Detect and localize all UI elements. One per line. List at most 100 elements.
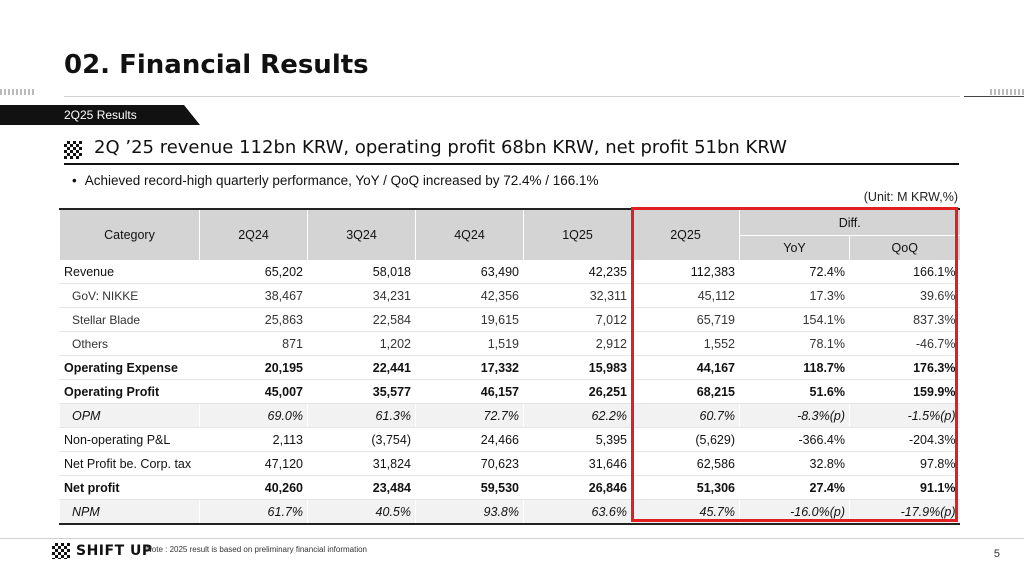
cell-value: 46,157 [415,379,524,404]
row-label: Revenue [59,260,200,284]
cell-value: 118.7% [739,355,850,380]
cell-value: 26,846 [523,475,632,500]
checkered-logo-icon [52,543,70,559]
cell-value: -366.4% [739,427,850,452]
logo-text: SHIFT UP [76,543,153,559]
row-label: Operating Profit [59,379,200,404]
row-label: Stellar Blade [59,307,200,332]
cell-value: 45,112 [631,283,740,308]
header-category: Category [59,208,200,260]
cell-value: 47,120 [199,451,308,476]
cell-value: 1,202 [307,331,416,356]
cell-value: 17.3% [739,283,850,308]
cell-value: 40,260 [199,475,308,500]
cell-value: 1,519 [415,331,524,356]
decorative-stripes-right [990,89,1024,95]
headline-block: 2Q ’25 revenue 112bn KRW, operating prof… [64,137,959,165]
cell-value: 176.3% [849,355,960,380]
header-yoy: YoY [739,235,850,260]
row-label: Operating Expense [59,355,200,380]
summary-bullet-text: Achieved record-high quarterly performan… [84,173,599,188]
cell-value: 25,863 [199,307,308,332]
unit-note: (Unit: M KRW,%) [863,190,958,204]
cell-value: 63.6% [523,499,632,525]
cell-value: 61.3% [307,403,416,428]
cell-value: 70,623 [415,451,524,476]
header-qoq: QoQ [849,235,960,260]
cell-value: 65,202 [199,260,308,284]
cell-value: -204.3% [849,427,960,452]
cell-value: 22,441 [307,355,416,380]
cell-value: 42,356 [415,283,524,308]
cell-value: 32.8% [739,451,850,476]
table-row: Net Profit be. Corp. tax 47,120 31,824 70,6… [59,451,960,476]
cell-value: 31,824 [307,451,416,476]
cell-value: 78.1% [739,331,850,356]
cell-value: -17.9%(p) [849,499,960,525]
cell-value: 62.2% [523,403,632,428]
row-label: Net profit [59,475,200,500]
cell-value: 26,251 [523,379,632,404]
checkered-flag-icon [64,141,82,159]
headline-text: 2Q ’25 revenue 112bn KRW, operating prof… [94,137,787,158]
summary-bullet: • Achieved record-high quarterly performa… [72,173,599,188]
row-label: GoV: NIKKE [59,283,200,308]
cell-value: 45.7% [631,499,740,525]
header-2q25: 2Q25 [631,208,740,260]
row-label: NPM [59,499,200,525]
cell-value: 1,552 [631,331,740,356]
title-divider [64,96,960,97]
company-logo: SHIFT UP [52,543,153,559]
table-row: Operating Profit 45,007 35,577 46,157 26,251… [59,379,960,404]
cell-value: 58,018 [307,260,416,284]
cell-value: 72.7% [415,403,524,428]
table-row: Others 871 1,202 1,519 2,912 1,552 78.1% -46.7% [59,331,960,356]
row-label: Others [59,331,200,356]
cell-value: 2,113 [199,427,308,452]
cell-value: 154.1% [739,307,850,332]
cell-value: 51,306 [631,475,740,500]
cell-value: 112,383 [631,260,740,284]
cell-value: 17,332 [415,355,524,380]
cell-value: 65,719 [631,307,740,332]
cell-value: 51.6% [739,379,850,404]
header-4q24: 4Q24 [415,208,524,260]
cell-value: 27.4% [739,475,850,500]
cell-value: 44,167 [631,355,740,380]
table-row: GoV: NIKKE 38,467 34,231 42,356 32,311 45,112… [59,283,960,308]
table-row: Operating Expense 20,195 22,441 17,332 15,98… [59,355,960,380]
footer-divider [0,538,1024,539]
cell-value: 42,235 [523,260,632,284]
cell-value: 23,484 [307,475,416,500]
cell-value: 60.7% [631,403,740,428]
page-number: 5 [993,548,1000,560]
cell-value: -46.7% [849,331,960,356]
cell-value: 69.0% [199,403,308,428]
cell-value: 35,577 [307,379,416,404]
cell-value: 24,466 [415,427,524,452]
cell-value: 2,912 [523,331,632,356]
cell-value: 34,231 [307,283,416,308]
table-row: Net profit 40,260 23,484 59,530 26,846 51,306… [59,475,960,500]
section-tab: 2Q25 Results [0,105,200,125]
row-label: Non-operating P&L [59,427,200,452]
cell-value: 31,646 [523,451,632,476]
cell-value: 32,311 [523,283,632,308]
header-3q24: 3Q24 [307,208,416,260]
cell-value: 19,615 [415,307,524,332]
cell-value: 166.1% [849,260,960,284]
cell-value: 97.8% [849,451,960,476]
cell-value: 68,215 [631,379,740,404]
table-row: Stellar Blade 25,863 22,584 19,615 7,012 65,7… [59,307,960,332]
header-diff: Diff. [739,208,960,236]
table-body: Revenue 65,202 58,018 63,490 42,235 112,383 72… [59,260,960,525]
cell-value: 61.7% [199,499,308,525]
cell-value: -8.3%(p) [739,403,850,428]
header-1q25: 1Q25 [523,208,632,260]
table-row: NPM 61.7% 40.5% 93.8% 63.6% 45.7% -16.0%(p) -17… [59,499,960,525]
header-2q24: 2Q24 [199,208,308,260]
cell-value: -16.0%(p) [739,499,850,525]
cell-value: 62,586 [631,451,740,476]
table-row: Non-operating P&L 2,113 (3,754) 24,466 5,395… [59,427,960,452]
cell-value: 20,195 [199,355,308,380]
